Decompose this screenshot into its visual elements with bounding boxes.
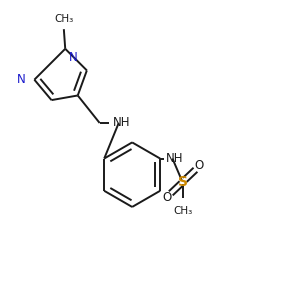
Text: CH₃: CH₃ — [54, 14, 74, 24]
Text: N: N — [17, 73, 26, 86]
Text: CH₃: CH₃ — [173, 206, 193, 216]
Text: O: O — [162, 191, 171, 204]
Text: O: O — [195, 159, 204, 172]
Text: S: S — [178, 175, 188, 189]
Text: N: N — [69, 51, 78, 64]
Text: NH: NH — [113, 116, 131, 129]
Text: NH: NH — [166, 152, 183, 165]
